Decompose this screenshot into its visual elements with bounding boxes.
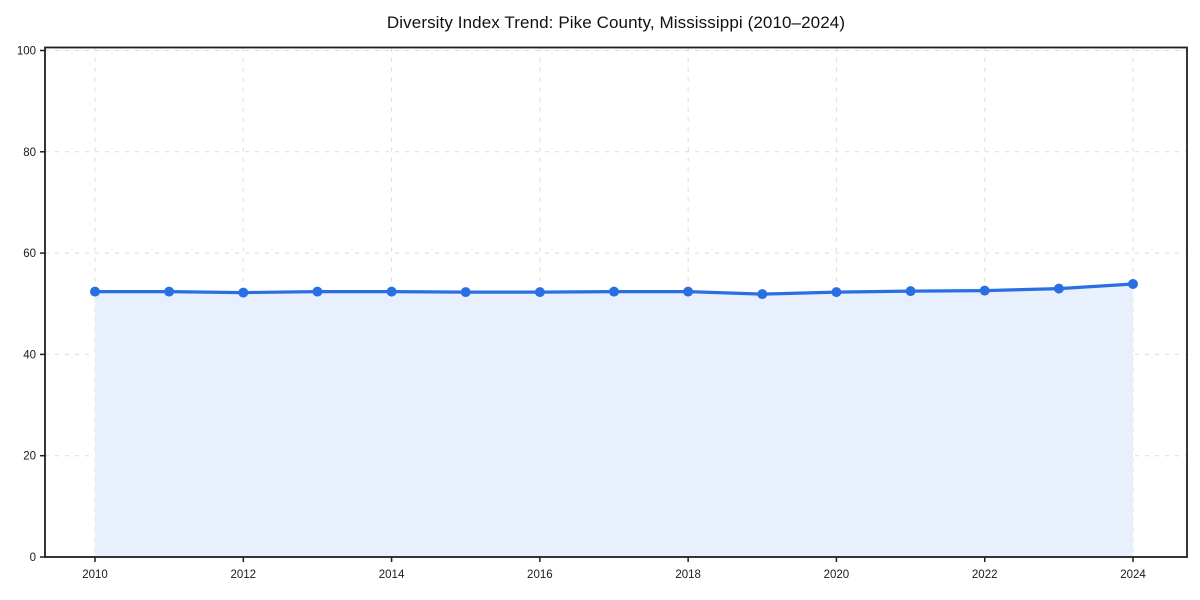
y-tick-label-20: 20: [23, 451, 36, 463]
x-tick-label-2024: 2024: [1120, 569, 1146, 581]
data-point-2017: [609, 286, 619, 297]
x-tick-label-2016: 2016: [527, 569, 553, 581]
data-point-2022: [979, 285, 990, 296]
y-tick-label-40: 40: [23, 349, 36, 361]
data-point-2013: [312, 286, 323, 297]
data-point-2010: [90, 286, 100, 297]
x-tick-label-2018: 2018: [675, 569, 701, 581]
y-tick-label-0: 0: [30, 552, 36, 564]
data-point-2018: [683, 286, 694, 297]
x-tick-label-2010: 2010: [82, 569, 108, 581]
data-point-2011: [164, 286, 175, 297]
data-point-2024: [1128, 279, 1138, 289]
chart-title: Diversity Index Trend: Pike County, Miss…: [386, 13, 846, 32]
data-point-2023: [1053, 283, 1064, 294]
data-point-2012: [238, 287, 249, 298]
x-tick-label-2012: 2012: [230, 569, 256, 581]
data-point-2015: [460, 287, 471, 298]
x-tick-label-2014: 2014: [379, 569, 405, 581]
x-tick-label-2020: 2020: [824, 569, 850, 581]
y-tick-label-80: 80: [23, 147, 36, 159]
data-point-2019: [757, 289, 768, 300]
area-fill: [95, 284, 1133, 557]
plot-frame: [44, 46, 1188, 558]
y-tick-label-60: 60: [23, 248, 36, 260]
data-point-2020: [831, 287, 842, 298]
data-point-2021: [905, 286, 916, 297]
x-tick-label-2022: 2022: [972, 569, 998, 581]
data-point-2016: [534, 287, 545, 298]
data-point-2014: [386, 286, 397, 297]
y-tick-label-100: 100: [17, 46, 36, 58]
